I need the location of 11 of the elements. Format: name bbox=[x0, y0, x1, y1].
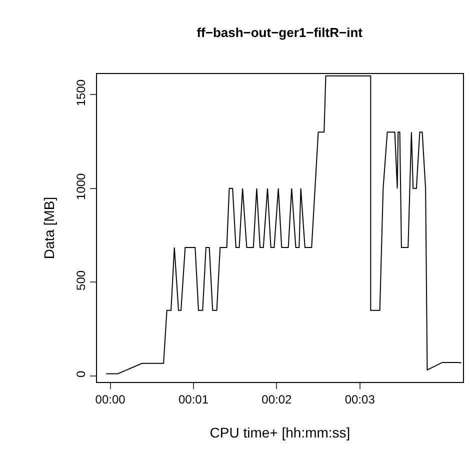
y-axis-title: Data [MB] bbox=[40, 196, 57, 260]
y-tick-label: 500 bbox=[74, 270, 88, 290]
x-tick-label: 00:03 bbox=[344, 392, 376, 406]
x-tick-label: 00:01 bbox=[178, 392, 209, 406]
y-tick-label: 0 bbox=[74, 370, 88, 378]
chart-title: ff−bash−out−ger1−filtR−int bbox=[196, 25, 364, 40]
x-axis-title: CPU time+ [hh:mm:ss] bbox=[210, 424, 350, 441]
x-tick-label: 00:02 bbox=[262, 392, 292, 406]
y-tick-label: 1500 bbox=[74, 79, 88, 106]
x-tick-label: 00:00 bbox=[95, 392, 126, 406]
y-tick-label: 1000 bbox=[74, 172, 88, 200]
